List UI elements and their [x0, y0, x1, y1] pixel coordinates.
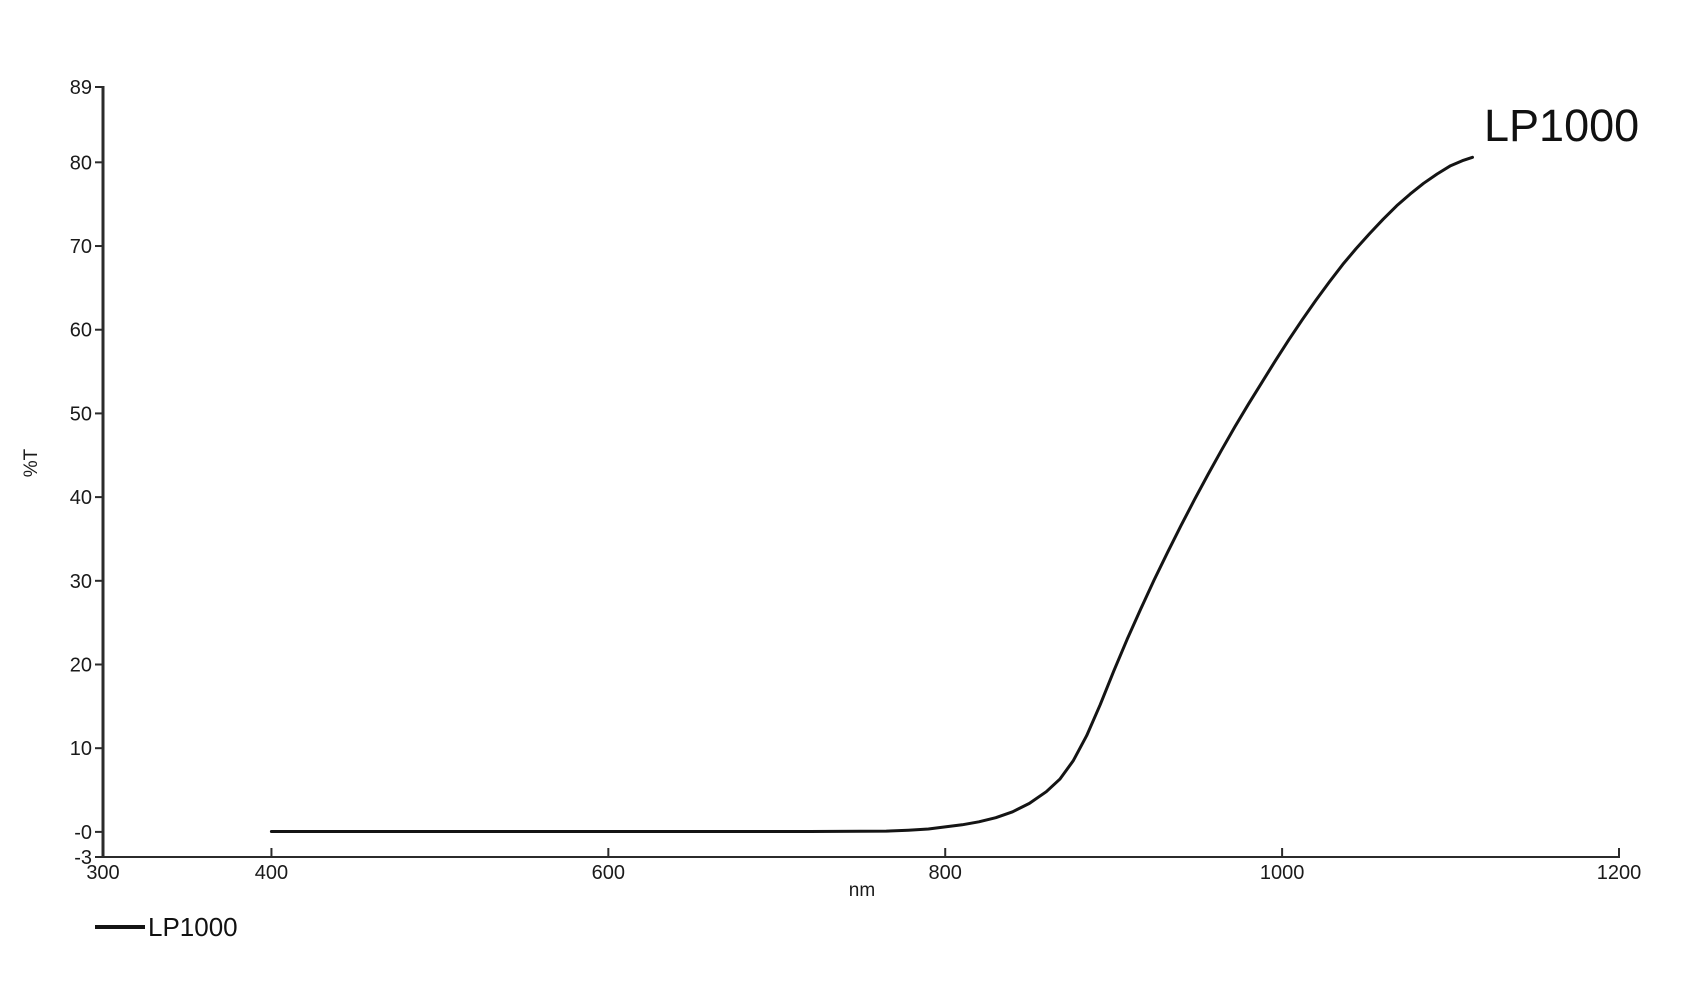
- y-tick-label--3: -3: [74, 847, 92, 869]
- y-tick-label-80: 80: [70, 152, 92, 174]
- y-tick-label-89: 89: [70, 77, 92, 99]
- legend-label: LP1000: [148, 912, 238, 942]
- curve-annotation: LP1000: [1484, 100, 1640, 151]
- x-tick-label-800: 800: [929, 862, 962, 884]
- y-tick-label--0: -0: [74, 822, 92, 844]
- legend-line-swatch: [95, 925, 145, 929]
- x-tick-label-600: 600: [592, 862, 625, 884]
- y-axis-title: %T: [21, 448, 42, 478]
- y-tick-label-10: 10: [70, 738, 92, 760]
- y-tick-label-70: 70: [70, 236, 92, 258]
- y-tick-label-20: 20: [70, 655, 92, 677]
- x-axis-title: nm: [848, 880, 876, 901]
- ticks-group: -3 -0 10 20 30 40 50 60 70 80 89 300 400 600 800 1000 12…: [70, 77, 1642, 884]
- x-tick-label-1000: 1000: [1260, 862, 1305, 884]
- y-tick-label-50: 50: [70, 403, 92, 425]
- x-tick-label-400: 400: [255, 862, 288, 884]
- legend: LP1000: [95, 912, 238, 942]
- y-tick-label-30: 30: [70, 571, 92, 593]
- x-tick-label-1200: 1200: [1597, 862, 1642, 884]
- axes-group: [101, 86, 1620, 858]
- y-tick-label-40: 40: [70, 487, 92, 509]
- curve-LP1000: [269, 155, 1474, 833]
- y-tick-label-60: 60: [70, 320, 92, 342]
- x-tick-label-300: 300: [86, 862, 119, 884]
- curve-group: [269, 155, 1474, 833]
